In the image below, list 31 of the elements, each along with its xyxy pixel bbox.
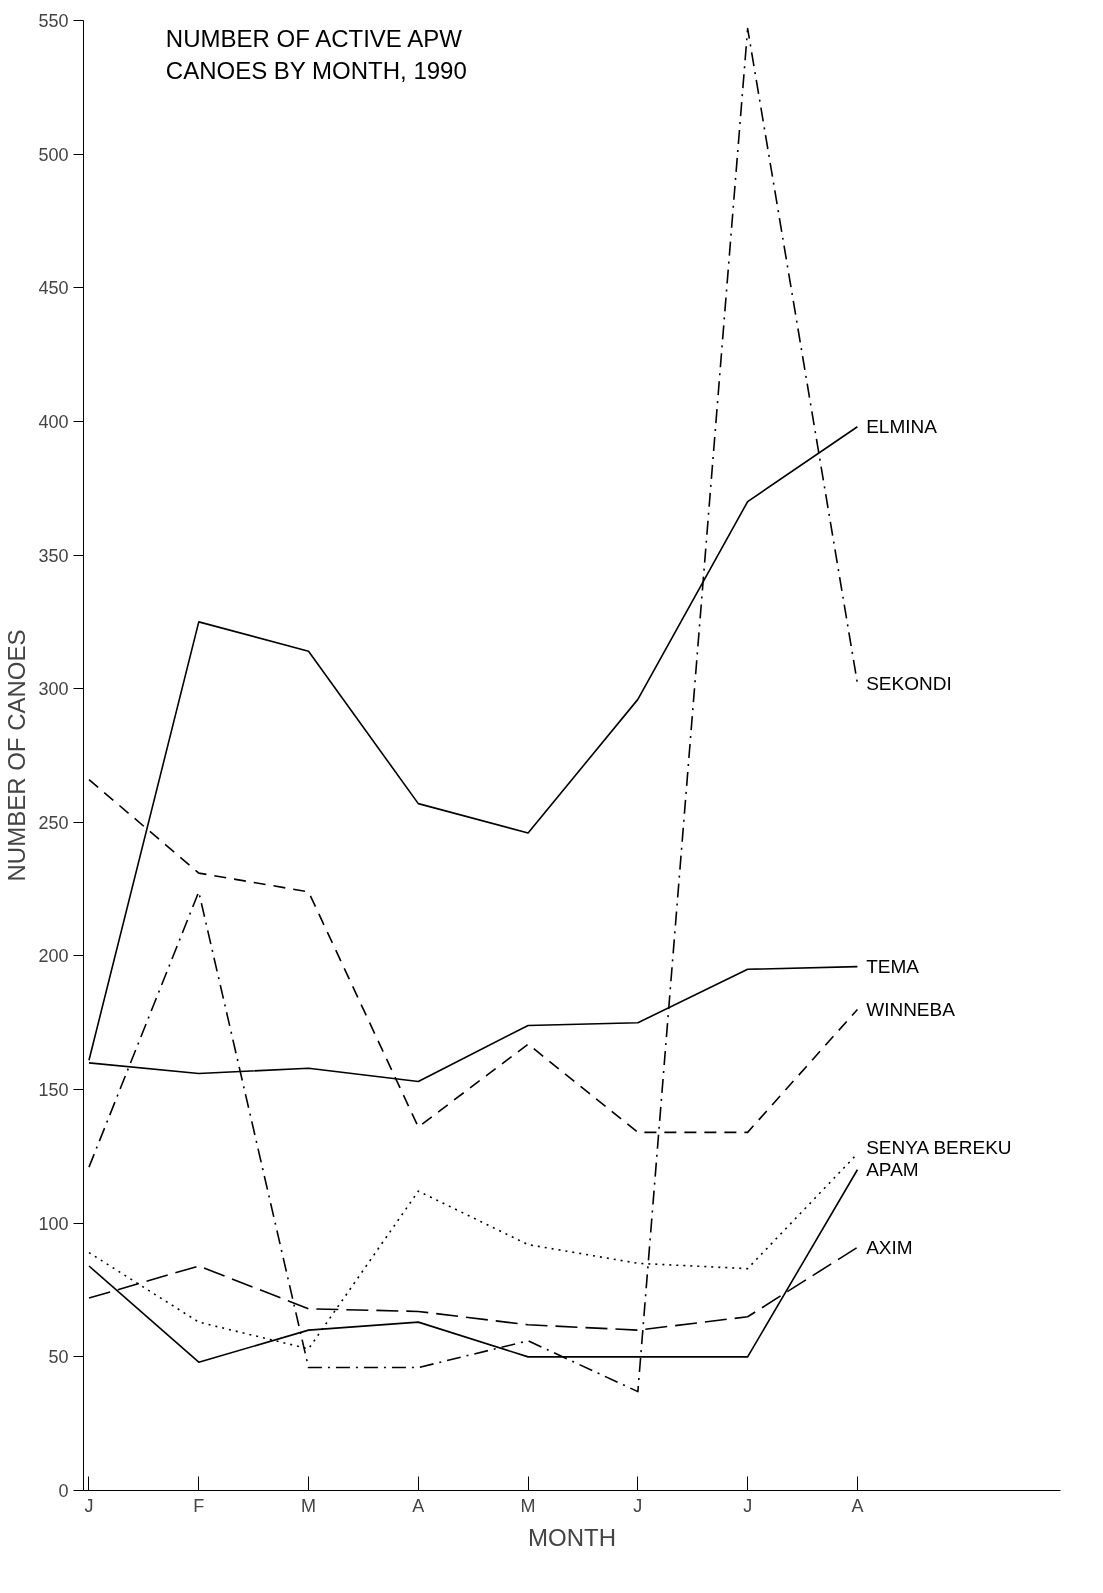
y-tick-label: 200 [38,946,69,967]
y-tick-label: 400 [38,411,69,432]
y-tick-label: 150 [38,1080,69,1101]
y-tick-label: 50 [48,1347,69,1368]
y-tick-label: 300 [38,679,69,700]
y-tick-label: 450 [38,278,69,299]
x-axis-title: MONTH [528,1523,616,1551]
x-tick-label: J [743,1495,753,1516]
series-label: SENYA BEREKU [866,1137,1012,1159]
text: NUMBER OF ACTIVE APW CANOES BY MONTH, 1990 [165,24,467,84]
line-series [88,27,859,1393]
x-tick-label: M [520,1495,536,1516]
x-tick-label: F [193,1495,205,1516]
series-label: APAM [866,1159,919,1181]
y-axis-title: NUMBER OF CANOES [3,629,31,882]
x-tick-label: A [412,1495,425,1516]
series-label: SEKONDI [866,672,952,694]
y-tick-label: 550 [38,11,69,31]
series-label: TEMA [866,956,920,978]
x-tick-label: J [633,1495,643,1516]
y-tick-label: 100 [38,1213,69,1234]
series-label: WINNEBA [866,998,956,1020]
x-tick-label: A [851,1495,864,1516]
y-tick-label: 250 [38,812,69,833]
x-tick-label: J [84,1495,94,1516]
y-tick-label: 350 [38,545,69,566]
y-tick-label: 0 [58,1481,69,1501]
y-tick-label: 500 [38,144,69,165]
series-label: ELMINA [866,416,938,438]
x-tick-label: M [301,1495,317,1516]
series-label: AXIM [866,1236,913,1258]
